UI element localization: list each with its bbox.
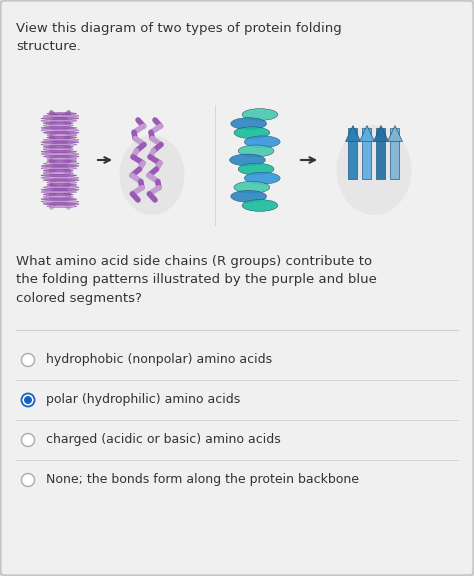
Bar (391, 127, 400, 179)
Ellipse shape (43, 122, 73, 124)
Ellipse shape (229, 154, 265, 166)
Circle shape (21, 434, 35, 446)
Ellipse shape (43, 169, 73, 172)
Bar (376, 127, 385, 179)
Ellipse shape (47, 205, 77, 207)
Ellipse shape (47, 137, 77, 139)
Ellipse shape (41, 120, 77, 122)
Ellipse shape (41, 198, 77, 200)
Ellipse shape (234, 127, 270, 139)
Circle shape (21, 473, 35, 487)
Ellipse shape (337, 125, 411, 215)
Ellipse shape (231, 191, 266, 202)
Circle shape (21, 354, 35, 366)
Ellipse shape (41, 177, 79, 179)
Ellipse shape (43, 203, 79, 205)
Ellipse shape (231, 118, 266, 130)
Ellipse shape (41, 150, 77, 153)
Text: polar (hydrophilic) amino acids: polar (hydrophilic) amino acids (46, 393, 240, 407)
Ellipse shape (41, 200, 79, 203)
Ellipse shape (43, 156, 79, 158)
Bar (348, 127, 357, 179)
Ellipse shape (43, 186, 79, 188)
Ellipse shape (43, 139, 79, 141)
Ellipse shape (43, 194, 73, 196)
Ellipse shape (242, 109, 278, 120)
Polygon shape (346, 126, 361, 142)
Text: What amino acid side chains (R groups) contribute to
the folding patterns illust: What amino acid side chains (R groups) c… (16, 255, 377, 305)
Bar (363, 127, 372, 179)
Ellipse shape (41, 127, 77, 129)
Ellipse shape (43, 131, 79, 134)
Ellipse shape (41, 143, 77, 146)
Text: None; the bonds form along the protein backbone: None; the bonds form along the protein b… (46, 473, 359, 487)
Ellipse shape (43, 148, 73, 150)
Ellipse shape (43, 172, 73, 174)
Ellipse shape (41, 167, 77, 169)
Ellipse shape (242, 199, 278, 211)
Ellipse shape (41, 141, 79, 143)
Ellipse shape (41, 175, 77, 177)
Ellipse shape (47, 184, 77, 186)
Text: hydrophobic (nonpolar) amino acids: hydrophobic (nonpolar) amino acids (46, 354, 272, 366)
Ellipse shape (238, 163, 274, 175)
Polygon shape (374, 126, 389, 142)
Ellipse shape (47, 181, 77, 184)
Ellipse shape (119, 135, 184, 215)
Ellipse shape (47, 158, 77, 160)
Ellipse shape (234, 181, 270, 193)
Ellipse shape (41, 129, 79, 131)
Ellipse shape (43, 179, 79, 181)
Ellipse shape (43, 146, 73, 148)
Ellipse shape (41, 118, 79, 120)
Ellipse shape (43, 196, 73, 198)
Circle shape (21, 393, 35, 407)
Ellipse shape (238, 145, 274, 157)
Ellipse shape (47, 160, 77, 162)
Ellipse shape (43, 115, 79, 118)
Ellipse shape (41, 165, 79, 167)
Ellipse shape (43, 162, 79, 165)
Text: charged (acidic or basic) amino acids: charged (acidic or basic) amino acids (46, 434, 281, 446)
Ellipse shape (41, 191, 77, 193)
Polygon shape (388, 126, 402, 142)
Ellipse shape (245, 172, 280, 184)
Polygon shape (359, 126, 374, 142)
Ellipse shape (43, 124, 73, 127)
Text: View this diagram of two types of protein folding
structure.: View this diagram of two types of protei… (16, 22, 342, 53)
Ellipse shape (47, 134, 77, 137)
Ellipse shape (41, 153, 79, 156)
Ellipse shape (41, 188, 79, 191)
Ellipse shape (47, 112, 77, 115)
Ellipse shape (245, 136, 280, 147)
Circle shape (24, 396, 32, 404)
